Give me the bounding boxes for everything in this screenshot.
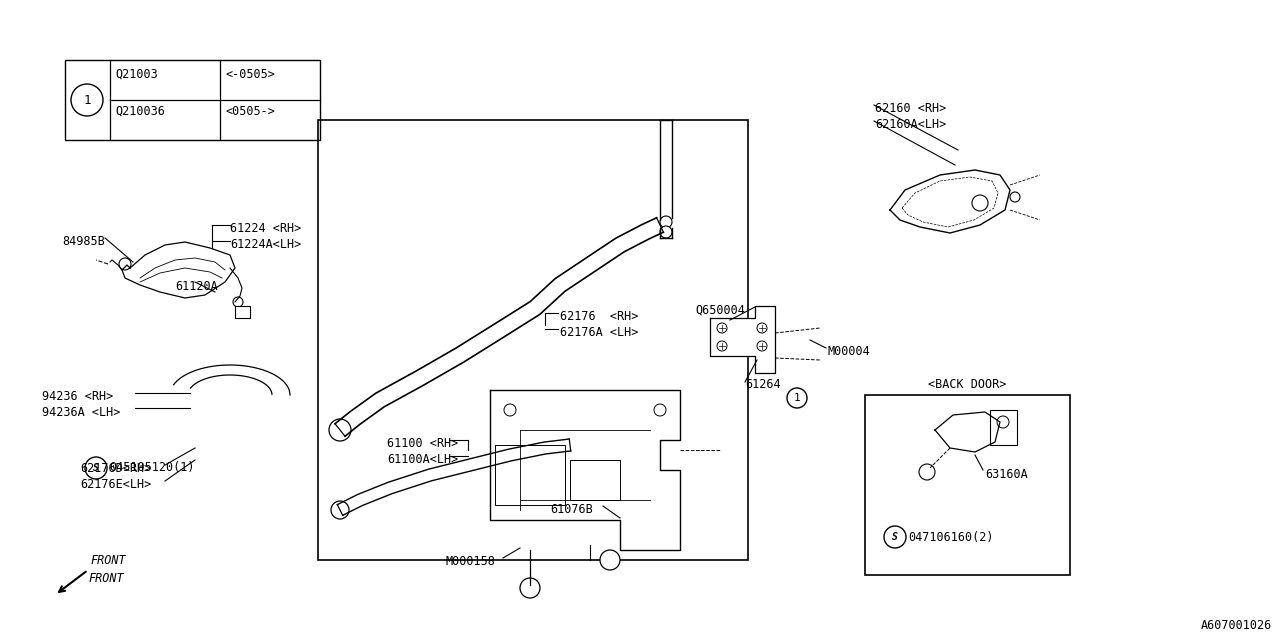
Text: 62176A <LH>: 62176A <LH> — [561, 326, 639, 339]
Circle shape — [504, 404, 516, 416]
Circle shape — [997, 416, 1009, 428]
Circle shape — [600, 550, 620, 570]
Polygon shape — [710, 306, 774, 373]
Text: 61120A: 61120A — [175, 280, 218, 293]
Circle shape — [660, 216, 672, 228]
Text: 61224A<LH>: 61224A<LH> — [230, 238, 301, 251]
Circle shape — [654, 404, 666, 416]
Text: 047106160(2): 047106160(2) — [908, 531, 993, 543]
Circle shape — [717, 341, 727, 351]
Bar — [865, 395, 1070, 575]
Circle shape — [84, 457, 108, 479]
Text: 84985B: 84985B — [61, 235, 105, 248]
Circle shape — [884, 526, 906, 548]
Text: 94236A <LH>: 94236A <LH> — [42, 406, 120, 419]
Circle shape — [756, 323, 767, 333]
Polygon shape — [890, 170, 1010, 233]
Polygon shape — [122, 242, 236, 298]
Text: 045105120(1): 045105120(1) — [109, 461, 195, 474]
Text: <-0505>: <-0505> — [225, 68, 275, 81]
Text: 61100A<LH>: 61100A<LH> — [387, 453, 458, 466]
Circle shape — [520, 578, 540, 598]
Text: 61264: 61264 — [745, 378, 781, 391]
Polygon shape — [174, 365, 291, 395]
Text: 62176  <RH>: 62176 <RH> — [561, 310, 639, 323]
Bar — [317, 120, 748, 560]
Text: <BACK DOOR>: <BACK DOOR> — [928, 378, 1006, 391]
Polygon shape — [490, 390, 680, 550]
Text: Q210036: Q210036 — [115, 105, 165, 118]
Text: 63160A: 63160A — [986, 468, 1028, 481]
Text: 1: 1 — [83, 93, 91, 106]
Circle shape — [787, 388, 806, 408]
Bar — [989, 410, 1018, 445]
Bar — [570, 460, 620, 500]
Circle shape — [70, 84, 102, 116]
Circle shape — [332, 501, 349, 519]
Circle shape — [919, 464, 934, 480]
Circle shape — [756, 341, 767, 351]
Text: 62160 <RH>: 62160 <RH> — [876, 102, 946, 115]
Polygon shape — [657, 218, 668, 232]
Text: M00004: M00004 — [828, 345, 870, 358]
Circle shape — [233, 297, 243, 307]
Bar — [65, 60, 320, 140]
Text: M000158: M000158 — [445, 555, 495, 568]
Bar — [495, 445, 564, 505]
Text: 62176D<RH>: 62176D<RH> — [79, 462, 151, 475]
Text: 94236 <RH>: 94236 <RH> — [42, 390, 113, 403]
Text: S: S — [892, 532, 899, 542]
Circle shape — [1010, 192, 1020, 202]
Text: S: S — [93, 463, 99, 473]
Circle shape — [329, 419, 351, 441]
Text: 62176E<LH>: 62176E<LH> — [79, 478, 151, 491]
Text: 61224 <RH>: 61224 <RH> — [230, 222, 301, 235]
Text: Q650004: Q650004 — [695, 304, 745, 317]
Text: <0505->: <0505-> — [225, 105, 275, 118]
Text: 62160A<LH>: 62160A<LH> — [876, 118, 946, 131]
Text: FRONT: FRONT — [90, 554, 125, 567]
Circle shape — [717, 323, 727, 333]
Text: FRONT: FRONT — [88, 572, 124, 585]
Text: Q21003: Q21003 — [115, 68, 157, 81]
Text: 1: 1 — [794, 393, 800, 403]
Circle shape — [972, 195, 988, 211]
Polygon shape — [934, 412, 1000, 452]
Text: A607001026: A607001026 — [1201, 619, 1272, 632]
Circle shape — [660, 226, 672, 238]
Text: 61076B: 61076B — [550, 503, 593, 516]
Text: 61100 <RH>: 61100 <RH> — [387, 437, 458, 450]
Circle shape — [119, 258, 131, 270]
Bar — [236, 306, 250, 318]
